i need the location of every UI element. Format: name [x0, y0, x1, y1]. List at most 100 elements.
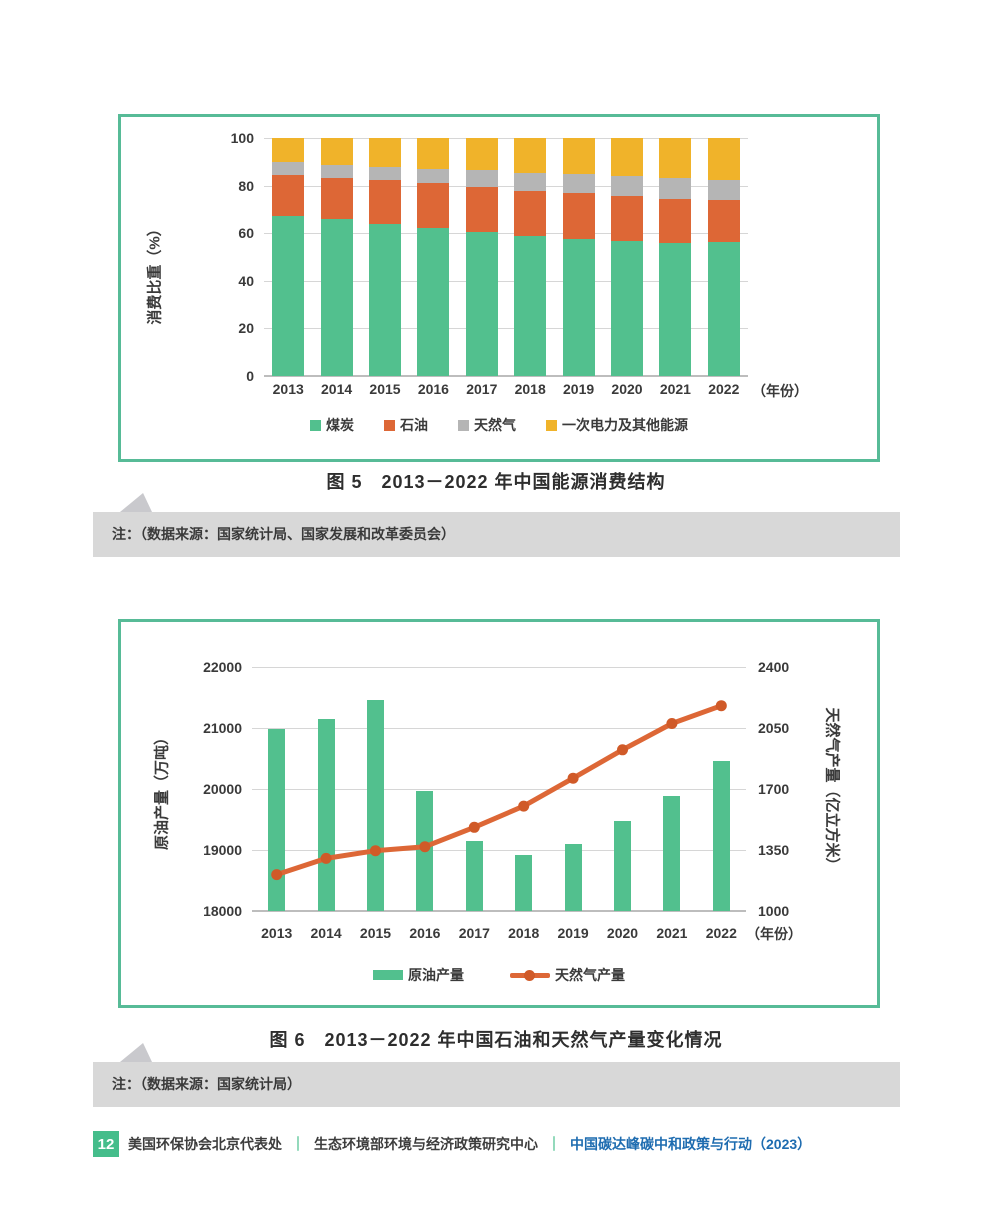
- data-point-marker: [271, 869, 283, 881]
- stacked-bar-segment: [465, 231, 498, 376]
- gridline: [264, 280, 748, 282]
- data-point-marker: [666, 718, 678, 729]
- bar: [317, 719, 335, 911]
- right-axis-tick-label: 1000: [758, 903, 790, 919]
- stacked-bar-segment: [562, 193, 595, 239]
- stacked-bar-segment: [659, 177, 692, 199]
- right-axis-tick-label: 2400: [758, 659, 790, 675]
- figure6-caption: 图 6 2013－2022 年中国石油和天然气产量变化情况: [269, 1030, 723, 1050]
- x-axis-tick-label: 2018: [508, 925, 540, 941]
- bar: [465, 840, 483, 911]
- stacked-bar-segment: [611, 175, 643, 196]
- stacked-bar-segment: [272, 162, 305, 175]
- legend-item: 天然气产量: [510, 965, 625, 985]
- stacked-bar-segment: [369, 180, 401, 225]
- legend-swatch: [384, 419, 395, 431]
- figure5-legend: 煤炭 石油 天然气 一次电力及其他能源: [121, 415, 877, 435]
- y-axis-tick-label: 20000: [203, 781, 242, 797]
- y-axis-tick-label: 22000: [203, 659, 242, 675]
- stacked-bar-segment: [514, 190, 547, 236]
- x-axis-tick-label: 2019: [557, 925, 589, 941]
- right-axis-tick-label: 1350: [758, 842, 790, 858]
- legend-label: 一次电力及其他能源: [562, 417, 688, 433]
- stacked-bar-segment: [562, 174, 595, 194]
- x-axis-tick-label: 2017: [458, 925, 490, 941]
- legend-swatch: [310, 419, 321, 431]
- stacked-bar-segment: [272, 174, 305, 216]
- bar: [367, 700, 384, 911]
- bar: [614, 820, 631, 911]
- legend-item: 煤炭: [310, 415, 354, 435]
- x-axis-tick-label: 2020: [606, 925, 639, 941]
- y-axis-tick-label: 60: [238, 225, 254, 242]
- y-axis-tick-label: 19000: [203, 842, 242, 858]
- x-axis-tick-label: 2019: [563, 381, 595, 397]
- stacked-bar-segment: [707, 179, 740, 200]
- x-axis-tick-label: 2014: [310, 925, 342, 941]
- legend-label: 石油: [400, 417, 428, 433]
- page-number-badge: 12: [93, 1131, 119, 1157]
- page-footer: 12 美国环保协会北京代表处 ｜ 生态环境部环境与经济政策研究中心 ｜ 中国碳达…: [93, 1131, 811, 1157]
- x-axis-tick-label: 2015: [359, 925, 392, 941]
- stacked-bar-segment: [611, 195, 643, 241]
- line-series: [271, 700, 727, 881]
- stacked-bar-segment: [514, 138, 547, 173]
- y-axis-tick-label: 80: [238, 177, 254, 194]
- stacked-bar-segment: [659, 198, 692, 243]
- gridline: [252, 789, 746, 790]
- gridline: [252, 667, 746, 668]
- stacked-bar-segment: [272, 215, 305, 376]
- x-axis-tick-label: 2016: [417, 381, 449, 397]
- x-axis-tick-label: 2017: [466, 381, 498, 397]
- legend-item: 石油: [384, 415, 428, 435]
- x-axis-tick-label: 2022: [708, 381, 740, 397]
- figure6-x-axis-unit: （年份）: [746, 926, 802, 942]
- legend-swatch: [546, 419, 557, 431]
- y-axis-tick-label: 21000: [203, 720, 242, 736]
- figure6-legend: 原油产量 天然气产量: [121, 965, 877, 985]
- gridline: [264, 375, 748, 377]
- stacked-bar-segment: [369, 224, 401, 376]
- figure5-source-note: 注：（数据来源：国家统计局、国家发展和改革委员会）: [93, 512, 900, 557]
- footer-org-primary: 美国环保协会北京代表处: [128, 1136, 282, 1152]
- stacked-bar-segment: [514, 235, 547, 376]
- legend-item: 一次电力及其他能源: [546, 415, 688, 435]
- x-axis-tick-label: 2021: [656, 925, 688, 941]
- stacked-bar-segment: [417, 227, 450, 376]
- y-axis-tick-label: 20: [238, 320, 254, 337]
- legend-label: 天然气: [474, 417, 516, 433]
- gridline: [264, 185, 748, 187]
- footer-separator: ｜: [547, 1136, 561, 1152]
- x-axis-tick-label: 2020: [611, 381, 643, 397]
- legend-item: 天然气: [458, 415, 516, 435]
- stacked-bar-segment: [562, 238, 595, 376]
- bar: [712, 760, 730, 911]
- stacked-bar-segment: [514, 172, 547, 191]
- bar: [564, 843, 582, 911]
- gridline: [252, 910, 746, 912]
- figure5-x-axis-unit: （年份）: [752, 383, 808, 399]
- bar: [663, 795, 681, 911]
- x-axis-tick-label: 2022: [705, 925, 737, 941]
- gridline: [252, 728, 746, 729]
- figure6-source-note: 注：（数据来源：国家统计局）: [93, 1062, 900, 1107]
- legend-swatch: [458, 419, 469, 431]
- data-point-marker: [715, 700, 727, 712]
- figure5-chart: 消费比重（%） （年份） 0 20 40 60 80 100 2013 2014 2015 201…: [118, 114, 880, 462]
- gridline: [264, 233, 748, 235]
- footer-separator: ｜: [291, 1136, 305, 1152]
- data-point-marker: [567, 772, 579, 784]
- data-point-marker: [468, 821, 480, 833]
- stacked-bar-segment: [369, 138, 401, 167]
- legend-label: 原油产量: [408, 967, 464, 983]
- right-axis-tick-label: 2050: [758, 720, 790, 736]
- stacked-bar-segment: [320, 219, 353, 376]
- stacked-bar-segment: [611, 240, 643, 376]
- stacked-bar-segment: [320, 164, 353, 179]
- footer-report-title: 中国碳达峰碳中和政策与行动（2023）: [570, 1136, 812, 1152]
- stacked-bar-segment: [659, 242, 692, 376]
- stacked-bar-segment: [707, 138, 740, 180]
- x-axis-tick-label: 2016: [409, 925, 441, 941]
- stacked-bar-segment: [417, 183, 450, 228]
